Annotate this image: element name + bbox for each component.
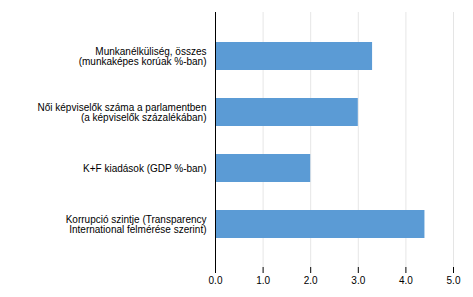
svg-text:3.0: 3.0 xyxy=(351,275,365,286)
svg-text:5.0: 5.0 xyxy=(447,275,461,286)
svg-text:4.0: 4.0 xyxy=(399,275,413,286)
svg-text:0.0: 0.0 xyxy=(209,275,223,286)
svg-text:1.0: 1.0 xyxy=(256,275,270,286)
svg-text:K+F kiadások (GDP %-ban): K+F kiadások (GDP %-ban) xyxy=(83,163,206,174)
svg-text:Női képviselők száma a parlame: Női képviselők száma a parlamentben(a ké… xyxy=(38,102,207,123)
svg-text:2.0: 2.0 xyxy=(304,275,318,286)
svg-text:Munkanélküliség, összes(munkak: Munkanélküliség, összes(munkaképes korúa… xyxy=(79,46,207,67)
svg-text:Korrupció szintje (Transparenc: Korrupció szintje (TransparencyInternati… xyxy=(66,214,207,235)
